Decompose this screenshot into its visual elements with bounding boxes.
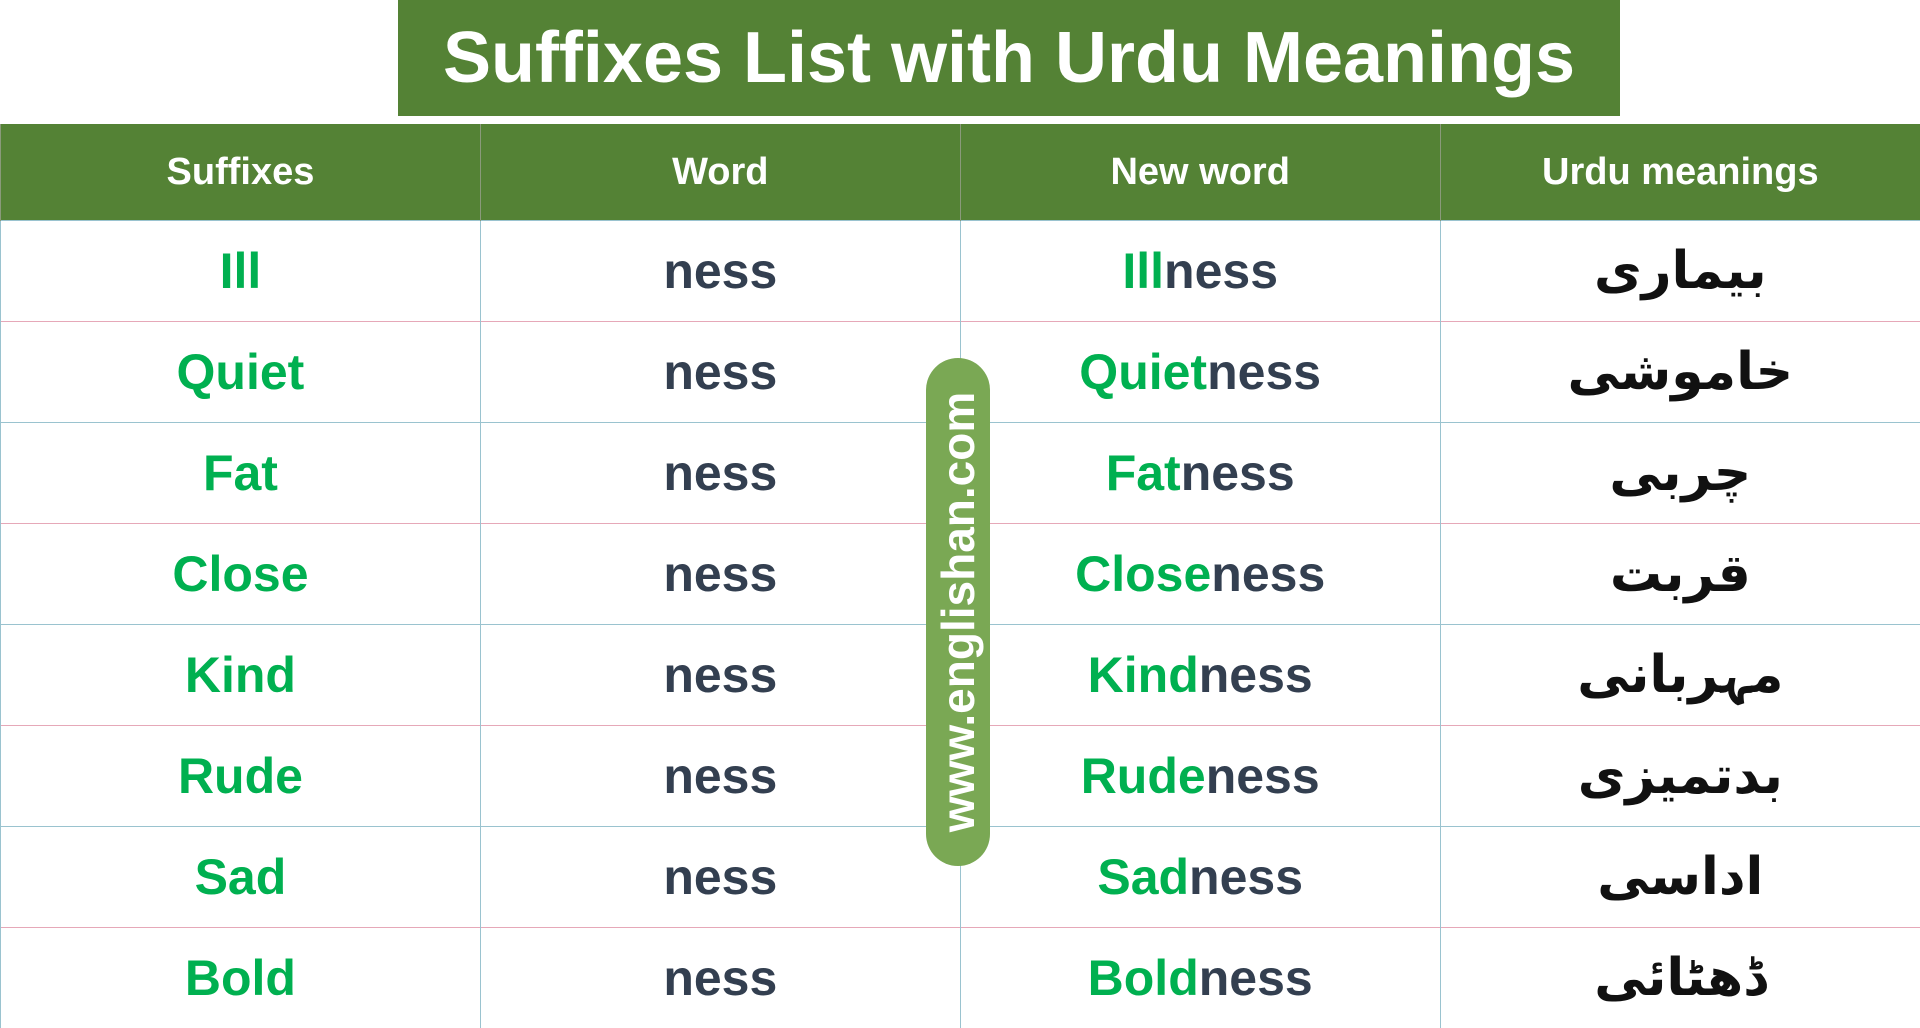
new-word-base: Ill [1122,243,1164,299]
word-cell: ness [480,726,960,827]
header-new-word: New word [960,124,1440,221]
page-title: Suffixes List with Urdu Meanings [398,0,1620,116]
new-word-base: Close [1075,546,1211,602]
urdu-cell: مہربانی [1440,625,1920,726]
header-word: Word [480,124,960,221]
word-cell: ness [480,827,960,928]
new-word-suffix: ness [1211,546,1325,602]
suffix-cell: Rude [1,726,481,827]
header-urdu-meanings: Urdu meanings [1440,124,1920,221]
word-cell: ness [480,928,960,1028]
word-cell: ness [480,524,960,625]
table-row: Ill ness Illness بیماری [1,221,1920,322]
suffix-cell: Kind [1,625,481,726]
urdu-cell: اداسی [1440,827,1920,928]
new-word-cell: Sadness [960,827,1440,928]
new-word-cell: Rudeness [960,726,1440,827]
new-word-cell: Illness [960,221,1440,322]
word-cell: ness [480,423,960,524]
suffix-cell: Quiet [1,322,481,423]
urdu-cell: بیماری [1440,221,1920,322]
word-cell: ness [480,221,960,322]
suffix-cell: Close [1,524,481,625]
table-header-row: Suffixes Word New word Urdu meanings [1,124,1920,221]
new-word-base: Kind [1088,647,1199,703]
new-word-cell: Kindness [960,625,1440,726]
watermark-text: www.englishan.com [931,392,985,832]
new-word-cell: Boldness [960,928,1440,1028]
new-word-suffix: ness [1181,445,1295,501]
new-word-base: Bold [1088,950,1199,1006]
new-word-cell: Fatness [960,423,1440,524]
urdu-cell: چربی [1440,423,1920,524]
watermark: www.englishan.com [926,358,990,866]
new-word-cell: Quietness [960,322,1440,423]
new-word-suffix: ness [1199,647,1313,703]
new-word-base: Rude [1081,748,1206,804]
suffix-cell: Fat [1,423,481,524]
suffix-cell: Bold [1,928,481,1028]
new-word-suffix: ness [1199,950,1313,1006]
urdu-cell: خاموشی [1440,322,1920,423]
suffix-cell: Sad [1,827,481,928]
new-word-suffix: ness [1206,748,1320,804]
table-row: Bold ness Boldness ڈھٹائی [1,928,1920,1028]
new-word-suffix: ness [1189,849,1303,905]
new-word-cell: Closeness [960,524,1440,625]
word-cell: ness [480,322,960,423]
word-cell: ness [480,625,960,726]
suffix-cell: Ill [1,221,481,322]
header-suffixes: Suffixes [1,124,481,221]
urdu-cell: بدتمیزی [1440,726,1920,827]
new-word-base: Sad [1097,849,1189,905]
new-word-suffix: ness [1164,243,1278,299]
new-word-suffix: ness [1207,344,1321,400]
urdu-cell: قربت [1440,524,1920,625]
urdu-cell: ڈھٹائی [1440,928,1920,1028]
new-word-base: Quiet [1079,344,1207,400]
new-word-base: Fat [1106,445,1181,501]
